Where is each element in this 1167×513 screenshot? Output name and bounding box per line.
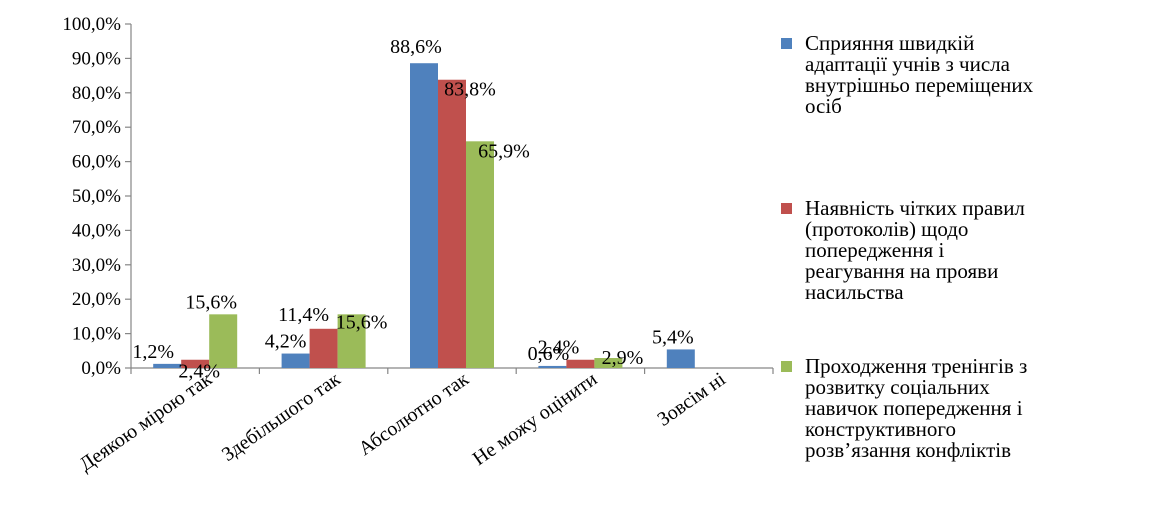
data-label: 15,6%: [185, 291, 237, 313]
legend-label-2: насильства: [805, 280, 904, 304]
legend-label-3: навичок попередження і: [805, 396, 1023, 420]
bar-series2-3: [438, 79, 466, 368]
y-tick-label: 0,0%: [81, 358, 121, 379]
y-tick-label: 100,0%: [62, 14, 121, 35]
y-tick-label: 10,0%: [72, 324, 121, 345]
y-tick-label: 90,0%: [72, 48, 121, 69]
data-labels: 1,2% 4,2% 88,6% 0,6% 5,4% 2,4% 11,4% 83,8% 2,4% 1…: [132, 36, 693, 383]
bar-series3-1: [209, 314, 238, 368]
legend-label-3: розвитку соціальних: [805, 375, 990, 399]
bar-series1-5: [666, 349, 695, 368]
y-tick-label: 70,0%: [72, 117, 121, 138]
legend-swatch-3: [781, 361, 792, 372]
y-tick-label: 60,0%: [72, 152, 121, 173]
legend-label-1: внутрішньо переміщених: [805, 73, 1034, 97]
bar-series3-4: [594, 358, 623, 368]
bar-series2-4: [566, 359, 595, 368]
data-label: 11,4%: [278, 304, 329, 326]
legend-label-2: Наявність чітких правил: [805, 196, 1025, 220]
category-label: Зовсім ні: [653, 368, 730, 431]
data-label: 0,6%: [528, 343, 570, 365]
category-label: Не можу оцінити: [469, 368, 602, 470]
legend-label-2: (протоколів) щодо: [805, 217, 968, 241]
bar-series2-1: [181, 359, 210, 368]
category-label: Деякою мірою так: [75, 368, 216, 476]
bar-series1-1: [153, 363, 182, 368]
data-label: 65,9%: [478, 140, 530, 162]
legend-swatch-2: [781, 203, 792, 214]
bar-series1-4: [538, 365, 567, 368]
y-tick-label: 50,0%: [72, 186, 121, 207]
legend-label-2: реагування на прояви: [805, 259, 998, 283]
y-tick-label: 20,0%: [72, 289, 121, 310]
data-label: 1,2%: [132, 341, 174, 363]
data-label: 88,6%: [390, 36, 442, 58]
legend-label-3: Проходження тренінгів з: [805, 354, 1027, 378]
legend-label-1: адаптації учнів з числа: [805, 52, 1011, 76]
legend-label-3: розв’язання конфліктів: [805, 438, 1011, 462]
data-label: 2,4%: [178, 361, 220, 383]
legend-label-2: попередження і: [805, 238, 944, 262]
category-label: Абсолютно так: [355, 368, 473, 460]
data-label: 5,4%: [652, 326, 694, 348]
legend-label-1: Сприяння швидкій: [805, 31, 974, 55]
y-tick-label: 80,0%: [72, 83, 121, 104]
legend-label-3: конструктивного: [805, 417, 956, 441]
legend-label-1: осіб: [805, 94, 842, 118]
y-tick-label: 40,0%: [72, 220, 121, 241]
data-label: 2,4%: [538, 337, 580, 359]
data-label: 83,8%: [444, 79, 496, 101]
data-label: 4,2%: [265, 331, 307, 353]
legend-swatch-1: [781, 38, 792, 49]
bar-series3-2: [337, 314, 366, 368]
bars: [153, 63, 695, 368]
category-label: Здебільшого так: [218, 368, 345, 466]
bar-series3-3: [466, 141, 494, 368]
bar-series2-2: [309, 328, 338, 368]
bar-series1-3: [410, 63, 438, 368]
data-label: 15,6%: [336, 311, 388, 333]
bar-series1-2: [281, 353, 310, 368]
data-label: 2,9%: [602, 347, 644, 369]
y-tick-label: 30,0%: [72, 255, 121, 276]
